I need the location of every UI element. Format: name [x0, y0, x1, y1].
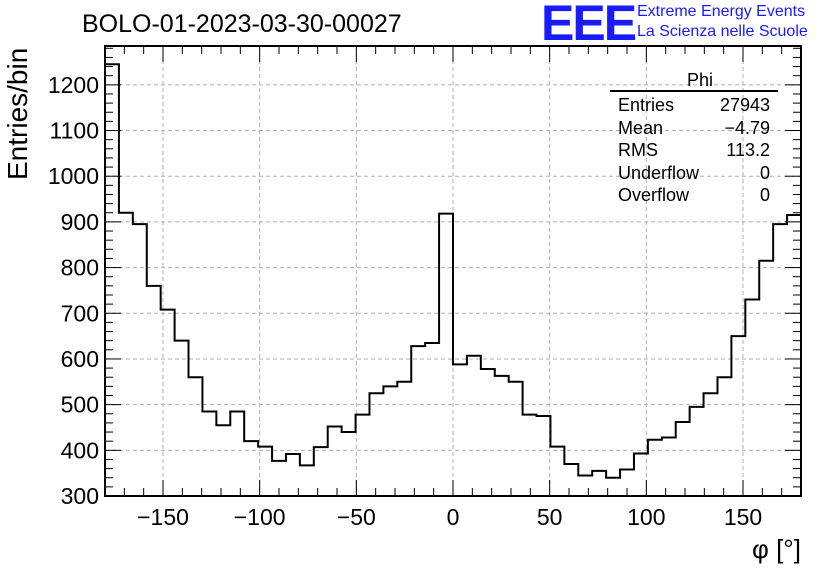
y-axis-label: Entries/bin: [2, 47, 33, 180]
histogram-series: [104, 63, 802, 496]
histogram-bin: [147, 286, 161, 496]
stats-title: Phi: [686, 70, 713, 90]
histogram-bin: [495, 376, 509, 496]
x-tick-label: −150: [137, 504, 189, 530]
x-tick-label: −50: [337, 504, 376, 530]
histogram-bin: [356, 415, 370, 496]
histogram-bin: [523, 415, 537, 496]
y-tick-label: 1000: [48, 163, 99, 189]
histogram-bin: [467, 356, 481, 496]
histogram-bin: [745, 300, 759, 496]
y-tick-label: 900: [61, 209, 99, 235]
stats-row-mean: Mean −4.79: [610, 117, 778, 140]
histogram-bin: [676, 422, 690, 496]
histogram-bin: [592, 471, 606, 496]
histogram-bin: [300, 465, 314, 496]
stats-label: Mean: [618, 117, 664, 138]
x-tick-label: 50: [537, 504, 563, 530]
brand-line-1: Extreme Energy Events: [637, 3, 806, 20]
histogram-bin: [216, 425, 230, 496]
y-tick-label: 500: [61, 392, 99, 418]
histogram-bin: [397, 382, 411, 496]
stats-value: 113.2: [726, 140, 770, 160]
stats-label: Underflow: [618, 162, 700, 183]
histogram-bin: [328, 427, 342, 496]
histogram-bin: [773, 224, 787, 496]
histogram-bin: [439, 214, 453, 496]
histogram-bin: [537, 416, 551, 496]
eee-logo: EEE: [541, 0, 637, 51]
histogram-bin: [648, 440, 662, 496]
y-tick-label: 400: [61, 437, 99, 463]
stats-label: Overflow: [618, 185, 690, 205]
histogram-bin: [286, 454, 300, 496]
chart-title: BOLO-01-2023-03-30-00027: [82, 10, 402, 38]
stats-label: Entries: [618, 95, 675, 115]
axis-ticks: [104, 46, 802, 497]
y-tick-label: 600: [61, 346, 99, 372]
histogram-bin: [314, 447, 328, 496]
histogram-bin: [759, 261, 773, 496]
histogram-bin: [578, 475, 592, 496]
histogram-bin: [133, 224, 147, 496]
y-tick-label: 300: [61, 483, 99, 509]
histogram-bin: [161, 310, 175, 496]
histogram-bin: [175, 341, 189, 496]
stats-value: −4.79: [724, 117, 770, 138]
histogram-bin: [550, 447, 564, 496]
x-tick-label: 100: [627, 504, 665, 530]
histogram-bin: [383, 386, 397, 496]
stats-divider: [610, 90, 778, 92]
histogram-bin: [731, 336, 745, 496]
stats-label: RMS: [618, 140, 658, 160]
brand-text: Extreme Energy Events La Scienza nelle S…: [637, 2, 808, 42]
histogram-bin: [564, 464, 578, 496]
histogram-bin: [244, 441, 258, 496]
histogram-bin: [342, 432, 356, 496]
y-tick-label: 1100: [50, 118, 99, 144]
stats-row-underflow: Underflow 0: [610, 162, 778, 185]
histogram-bin: [662, 438, 676, 496]
histogram-bin: [481, 369, 495, 496]
stats-value: 27943: [719, 95, 770, 115]
histogram-bin: [230, 411, 244, 496]
y-tick-label: 1200: [48, 72, 99, 98]
y-tick-label: 700: [61, 300, 99, 326]
histogram-bin: [202, 411, 216, 496]
histogram-bin: [105, 64, 119, 496]
histogram-bin: [258, 447, 272, 496]
x-tick-label: 150: [724, 504, 762, 530]
stats-row-rms: RMS 113.2: [610, 139, 778, 162]
stats-row-entries: Entries 27943: [610, 94, 778, 117]
histogram-bin: [717, 377, 731, 496]
x-axis-label: φ [°]: [752, 534, 801, 564]
histogram-bin: [787, 215, 801, 496]
stats-box: Phi Entries 27943 Mean −4.79 RMS 113.2 U…: [610, 70, 778, 207]
histogram-bin: [119, 213, 133, 496]
histogram-bin: [453, 364, 467, 496]
x-tick-label: 0: [447, 504, 460, 530]
stats-value: 0: [759, 162, 770, 183]
histogram-bin: [620, 470, 634, 496]
stats-value: 0: [759, 185, 770, 205]
histogram-bin: [704, 393, 718, 496]
histogram-bin: [425, 343, 439, 496]
histogram-bin: [509, 382, 523, 496]
histogram-bin: [411, 346, 425, 496]
x-tick-label: −100: [234, 504, 286, 530]
histogram-bin: [272, 461, 286, 496]
histogram-bin: [189, 377, 203, 496]
histogram-bin: [690, 407, 704, 496]
histogram-bin: [634, 454, 648, 496]
brand-line-2: La Scienza nelle Scuole: [637, 23, 808, 40]
stats-row-overflow: Overflow 0: [610, 184, 778, 207]
histogram-bin: [369, 393, 383, 496]
y-tick-label: 800: [61, 255, 99, 281]
histogram-bin: [606, 478, 620, 496]
tick-labels: −150 −100 −50 0 50 100 150 300 400 500 600 700 800 90…: [48, 72, 762, 530]
